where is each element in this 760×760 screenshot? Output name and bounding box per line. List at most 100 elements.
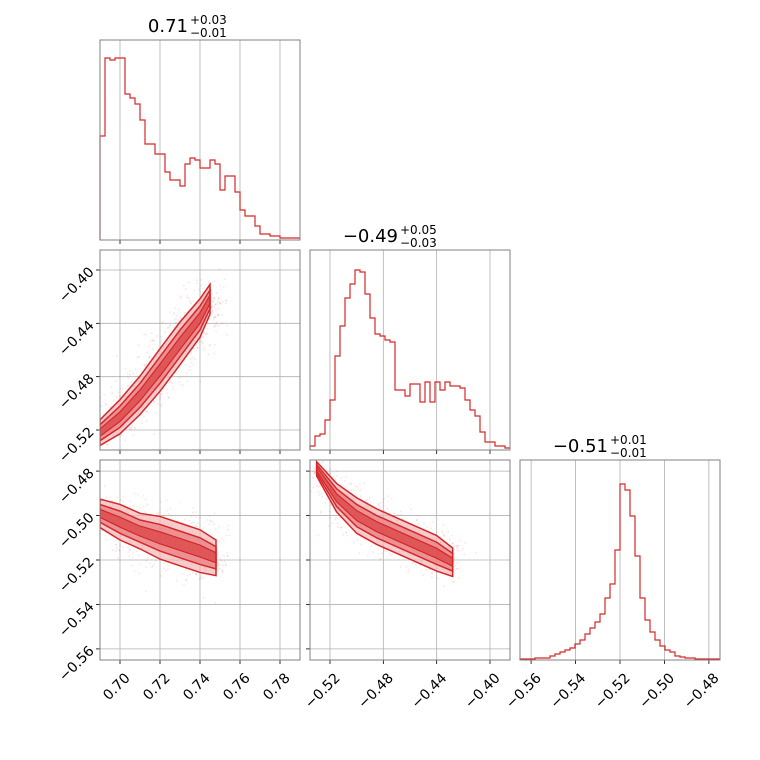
sample-point	[356, 539, 359, 541]
sample-point	[386, 507, 389, 510]
sample-point	[218, 268, 221, 271]
sample-point	[119, 434, 122, 437]
sample-point	[126, 551, 129, 554]
sample-point	[138, 572, 141, 575]
sample-point	[216, 303, 219, 305]
sample-point	[131, 372, 134, 375]
sample-point	[128, 548, 131, 551]
sample-point	[153, 401, 155, 403]
sample-point	[148, 355, 151, 358]
sample-point	[129, 549, 132, 551]
sample-point	[129, 373, 131, 376]
sample-point	[143, 364, 146, 367]
sample-point	[103, 394, 106, 396]
sample-point	[184, 363, 187, 366]
sample-point	[405, 566, 408, 569]
sample-point	[188, 519, 191, 522]
panel-frame	[309, 459, 511, 661]
sample-point	[458, 550, 461, 552]
sample-point	[136, 493, 139, 496]
sample-point	[120, 433, 123, 435]
sample-point	[402, 518, 405, 521]
sample-point	[175, 579, 178, 582]
sample-point	[311, 476, 314, 479]
sample-point	[215, 324, 217, 327]
sample-point	[119, 544, 122, 547]
sample-point	[200, 575, 202, 578]
sample-point	[454, 565, 457, 567]
sample-point	[174, 307, 177, 309]
sample-point	[377, 503, 380, 506]
sample-point	[225, 299, 228, 302]
sample-point	[381, 501, 384, 504]
sample-point	[113, 399, 115, 402]
sample-point	[192, 571, 194, 574]
sample-point	[366, 554, 369, 557]
sample-point	[113, 539, 116, 542]
sample-point	[185, 295, 188, 298]
sample-point	[199, 380, 202, 383]
sample-point	[146, 556, 149, 559]
sample-point	[216, 300, 219, 303]
sample-point	[423, 522, 426, 525]
sample-point	[191, 300, 194, 302]
sample-point	[192, 506, 194, 509]
sample-point	[189, 301, 192, 304]
sample-point	[193, 289, 196, 292]
sample-point	[226, 334, 228, 336]
sample-point	[228, 534, 231, 537]
sample-point	[197, 346, 199, 349]
sample-point	[324, 502, 327, 504]
sample-point	[407, 568, 410, 571]
sample-point	[124, 439, 127, 442]
sample-point	[358, 483, 361, 486]
sample-point	[209, 519, 212, 522]
sample-point	[195, 573, 198, 576]
sample-point	[329, 472, 332, 475]
sample-point	[115, 400, 117, 403]
sample-point	[195, 524, 198, 527]
histogram-step	[99, 57, 300, 240]
sample-point	[436, 577, 439, 580]
sample-point	[218, 540, 221, 543]
sample-point	[200, 340, 203, 343]
sample-point	[122, 546, 124, 549]
sample-point	[217, 296, 220, 299]
sample-point	[190, 515, 193, 518]
sample-point	[215, 291, 218, 294]
sample-point	[111, 392, 114, 395]
sample-point	[130, 428, 133, 431]
sample-point	[185, 372, 188, 374]
sample-point	[122, 500, 124, 503]
sample-point	[122, 388, 124, 390]
sample-point	[460, 549, 463, 552]
sample-point	[117, 391, 120, 394]
sample-point	[200, 341, 203, 344]
sample-point	[192, 363, 195, 366]
sample-point	[209, 520, 212, 523]
sample-point	[180, 295, 183, 298]
sample-point	[430, 572, 433, 574]
sample-point	[377, 504, 380, 507]
sample-point	[145, 566, 147, 568]
sample-point	[226, 555, 229, 558]
sample-point	[162, 320, 165, 323]
sample-point	[139, 563, 142, 566]
sample-point	[432, 520, 435, 523]
sample-point	[386, 557, 389, 560]
sample-point	[212, 296, 215, 299]
sample-point	[106, 443, 108, 446]
sample-point	[321, 496, 324, 498]
sample-point	[214, 343, 217, 346]
sample-point	[453, 556, 456, 559]
sample-point	[110, 392, 113, 395]
sample-point	[222, 285, 225, 288]
sample-point	[349, 483, 352, 486]
panel-content	[100, 268, 228, 447]
sample-point	[214, 324, 216, 327]
sample-point	[144, 498, 147, 501]
sample-point	[213, 280, 216, 283]
sample-point	[222, 564, 224, 567]
sample-point	[328, 510, 331, 513]
sample-point	[167, 512, 170, 515]
